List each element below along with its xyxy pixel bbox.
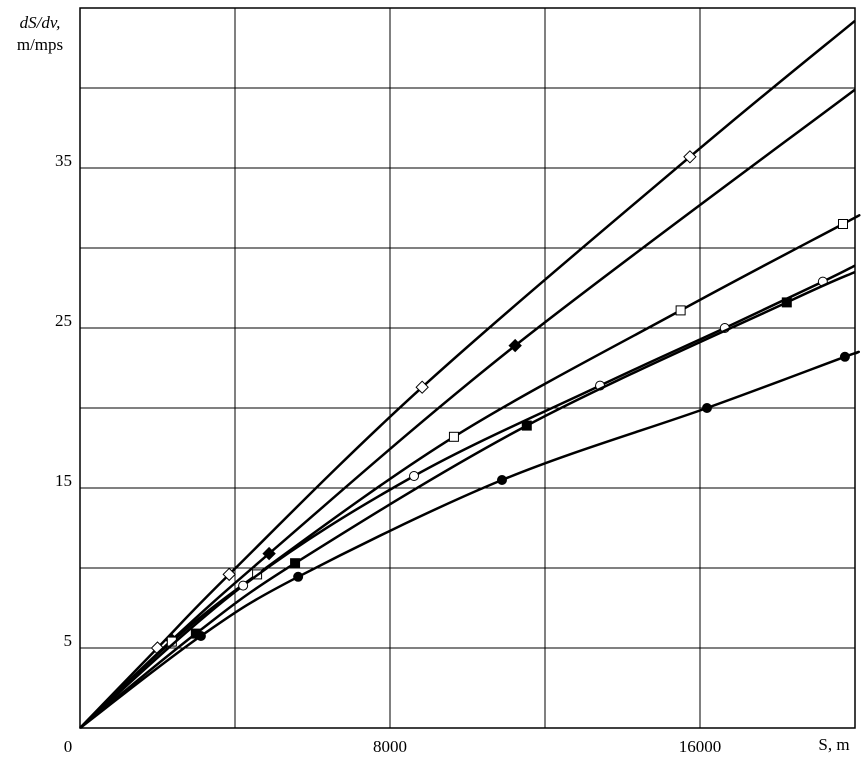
- x-tick-label: 16000: [679, 737, 722, 756]
- plot-frame: [79, 7, 856, 729]
- y-tick-label: 25: [55, 311, 72, 330]
- y-tick-label: 15: [55, 471, 72, 490]
- y-tick-label: 35: [55, 151, 72, 170]
- marker: [238, 580, 249, 591]
- series-line: [79, 270, 856, 729]
- marker: [262, 546, 276, 561]
- marker: [496, 475, 507, 485]
- marker: [675, 305, 686, 316]
- marker: [683, 150, 697, 164]
- x-tick-label: 0: [64, 737, 73, 756]
- series-line: [79, 264, 856, 729]
- series-line: [79, 214, 861, 729]
- marker: [839, 351, 850, 362]
- marker: [448, 431, 459, 442]
- y-tick-label: 5: [64, 631, 73, 650]
- marker: [701, 403, 712, 413]
- y-axis-label: m/mps: [17, 35, 63, 54]
- marker: [781, 297, 792, 308]
- marker: [415, 380, 429, 394]
- marker: [409, 471, 420, 481]
- x-tick-label: 8000: [373, 737, 407, 756]
- marker: [508, 338, 522, 353]
- y-axis-label: dS/dv,: [20, 13, 61, 32]
- marker: [293, 571, 304, 582]
- marker: [521, 420, 532, 431]
- marker: [837, 219, 848, 229]
- marker: [195, 631, 206, 641]
- marker: [222, 567, 236, 582]
- x-axis-label: S, m: [818, 735, 849, 754]
- marker: [290, 558, 301, 569]
